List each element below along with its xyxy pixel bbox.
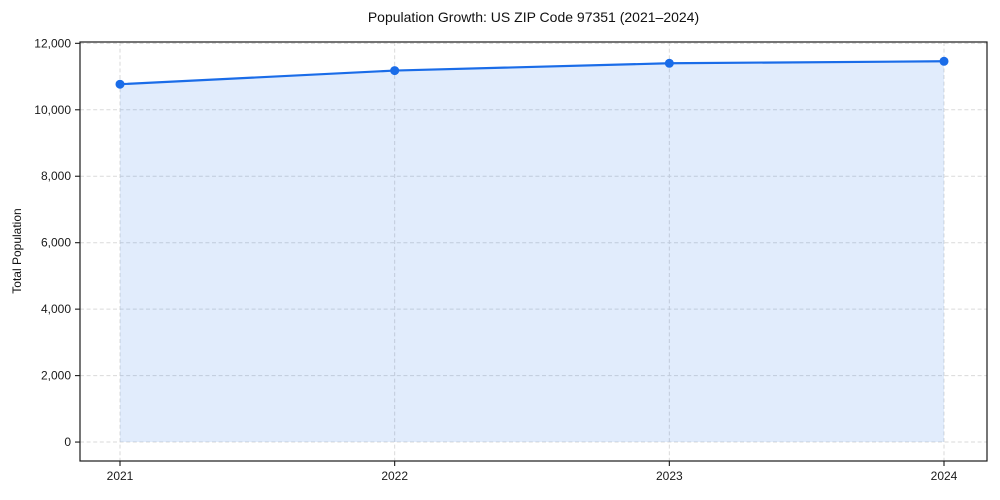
data-point-marker [664, 58, 674, 68]
data-point-marker [390, 66, 400, 76]
y-tick-label: 0 [64, 435, 71, 449]
area-fill [120, 61, 944, 443]
y-tick-label: 6,000 [41, 236, 71, 250]
y-tick-label: 4,000 [41, 302, 71, 316]
data-point-marker [115, 79, 125, 89]
plot-border [79, 41, 988, 462]
y-tick-label: 8,000 [41, 169, 71, 183]
y-tick-label: 10,000 [34, 103, 71, 117]
y-tick-label: 12,000 [34, 36, 71, 50]
x-tick-label: 2024 [931, 469, 958, 483]
data-point-marker [939, 56, 949, 66]
x-tick-label: 2023 [656, 469, 683, 483]
population-line [118, 60, 946, 86]
x-tick-label: 2022 [381, 469, 408, 483]
chart-title: Population Growth: US ZIP Code 97351 (20… [367, 9, 700, 25]
y-tick-label: 2,000 [41, 369, 71, 383]
x-tick-label: 2021 [107, 469, 134, 483]
